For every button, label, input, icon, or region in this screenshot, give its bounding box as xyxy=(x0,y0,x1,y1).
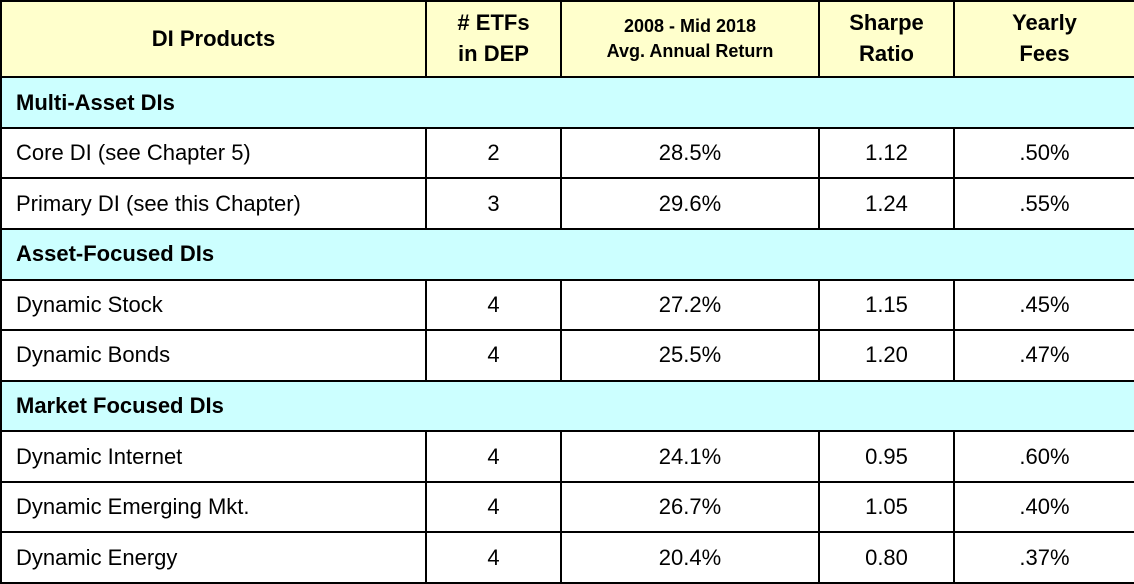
header-text: # ETFs xyxy=(457,10,530,36)
section-title: Multi-Asset DIs xyxy=(0,76,1134,129)
data-row: Dynamic Stock 4 27.2% 1.15.45% xyxy=(0,278,1134,332)
cell-value: 25.5% xyxy=(560,329,820,382)
data-row: Dynamic Energy 4 20.4% 0.80.37% xyxy=(0,531,1134,584)
product-name: Dynamic Stock xyxy=(0,278,427,332)
data-row: Primary DI (see this Chapter) 3 29.6% 1.24.… xyxy=(0,177,1134,231)
cell-value: .50% xyxy=(953,126,1134,180)
section-row: Asset-Focused DIs xyxy=(0,228,1134,281)
data-row: Core DI (see Chapter 5) 2 28.5% 1.12.50% xyxy=(0,126,1134,180)
cell-value: 27.2% xyxy=(560,278,820,332)
section-title: Asset-Focused DIs xyxy=(0,228,1134,281)
header-text: 2008 - Mid 2018 xyxy=(623,15,757,36)
cell-value: 1.20 xyxy=(818,329,955,382)
product-name: Dynamic Bonds xyxy=(0,329,427,382)
product-name: Dynamic Emerging Mkt. xyxy=(0,480,427,534)
cell-value: 1.24 xyxy=(818,177,955,231)
cell-value: .60% xyxy=(953,430,1134,483)
header-text: Yearly xyxy=(1012,10,1077,36)
header-text: DI Products xyxy=(151,25,276,51)
header-text: Ratio xyxy=(859,41,914,67)
cell-value: 4 xyxy=(425,430,562,483)
product-name: Dynamic Internet xyxy=(0,430,427,483)
cell-value: 2 xyxy=(425,126,562,180)
cell-value: 1.15 xyxy=(818,278,955,332)
cell-value: .37% xyxy=(953,531,1134,584)
cell-value: 4 xyxy=(425,531,562,584)
section-row: Multi-Asset DIs xyxy=(0,76,1134,129)
cell-value: 26.7% xyxy=(560,480,820,534)
product-name: Core DI (see Chapter 5) xyxy=(0,126,427,180)
cell-value: 1.12 xyxy=(818,126,955,180)
header-cell: 2008 - Mid 2018 Avg. Annual Return xyxy=(560,0,820,79)
cell-value: 3 xyxy=(425,177,562,231)
cell-value: 24.1% xyxy=(560,430,820,483)
cell-value: .45% xyxy=(953,278,1134,332)
product-name: Dynamic Energy xyxy=(0,531,427,584)
header-text: Sharpe xyxy=(849,10,924,36)
section-row: Market Focused DIs xyxy=(0,379,1134,433)
cell-value: 0.80 xyxy=(818,531,955,584)
data-row: Dynamic Bonds 4 25.5% 1.20.47% xyxy=(0,329,1134,382)
cell-value: 4 xyxy=(425,480,562,534)
cell-value: 29.6% xyxy=(560,177,820,231)
header-cell: # ETFs in DEP xyxy=(425,0,562,79)
header-text: Avg. Annual Return xyxy=(606,41,774,62)
data-row: Dynamic Emerging Mkt. 4 26.7% 1.05.40% xyxy=(0,480,1134,534)
data-row: Dynamic Internet 4 24.1% 0.95.60% xyxy=(0,430,1134,483)
cell-value: .47% xyxy=(953,329,1134,382)
header-text: in DEP xyxy=(458,41,529,67)
cell-value: 4 xyxy=(425,278,562,332)
header-cell: Sharpe Ratio xyxy=(818,0,955,79)
cell-value: 4 xyxy=(425,329,562,382)
section-title: Market Focused DIs xyxy=(0,379,1134,433)
cell-value: .40% xyxy=(953,480,1134,534)
header-cell: DI Products xyxy=(0,0,427,79)
cell-value: 1.05 xyxy=(818,480,955,534)
cell-value: 20.4% xyxy=(560,531,820,584)
cell-value: .55% xyxy=(953,177,1134,231)
cell-value: 28.5% xyxy=(560,126,820,180)
header-text: Fees xyxy=(1019,41,1070,67)
product-name: Primary DI (see this Chapter) xyxy=(0,177,427,231)
header-row: DI Products # ETFs in DEP 2008 - Mid 2018 Av… xyxy=(0,0,1134,79)
header-cell: Yearly Fees xyxy=(953,0,1134,79)
cell-value: 0.95 xyxy=(818,430,955,483)
